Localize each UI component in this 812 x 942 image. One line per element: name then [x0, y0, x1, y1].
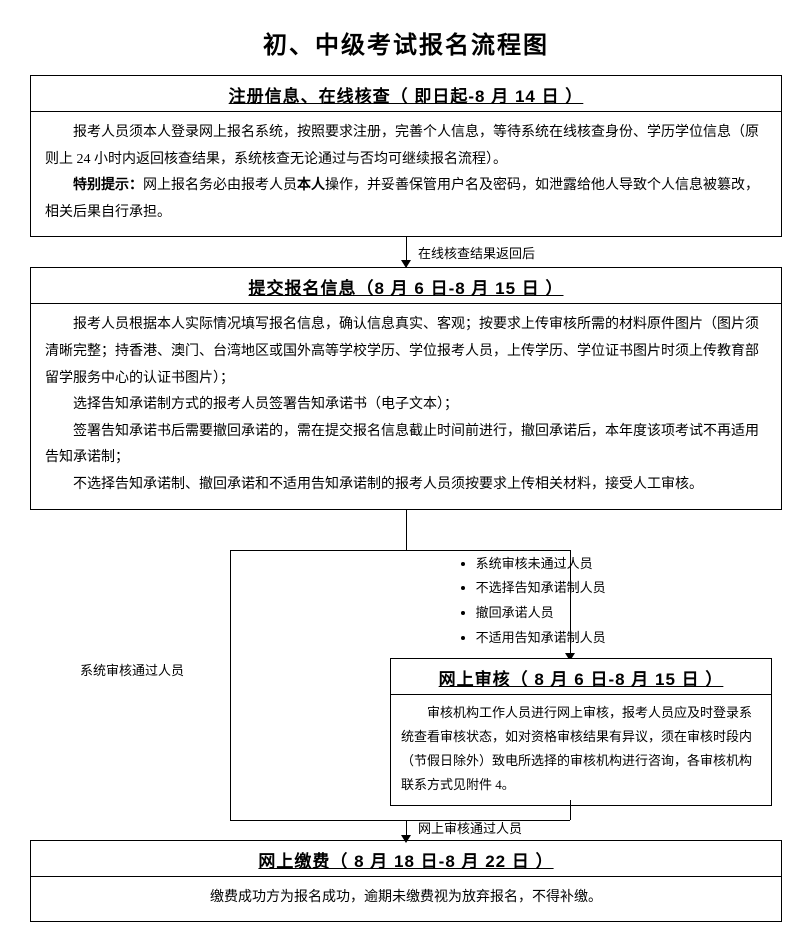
step1-box: 注册信息、在线核查（ 即日起-8 月 14 日 ） 报考人员须本人登录网上报名系…	[30, 75, 782, 237]
step1-p2-rest: 网上报名务必由报考人员	[143, 178, 297, 193]
step1-title: 注册信息、在线核查（ 即日起-8 月 14 日 ）	[31, 76, 781, 112]
connector-1-label: 在线核查结果返回后	[418, 243, 535, 262]
connector-1-arrow	[401, 260, 411, 268]
branch-left-label: 系统审核通过人员	[80, 660, 184, 679]
step2-p2: 选择告知承诺制方式的报考人员签署告知承诺书（电子文本）；	[45, 392, 767, 419]
merge-right-v	[570, 800, 571, 820]
step1-p1: 报考人员须本人登录网上报名系统，按照要求注册，完善个人信息，等待系统在线核查身份…	[45, 120, 767, 173]
step4-p: 缴费成功方为报名成功，逾期未缴费视为放弃报名，不得补缴。	[210, 890, 602, 905]
merge-left-v	[230, 800, 231, 820]
bullet-1: 不选择告知承诺制人员	[476, 576, 606, 601]
step1-p2: 特别提示：网上报名务必由报考人员本人操作，并妥善保管用户名及密码，如泄露给他人导…	[45, 173, 767, 226]
merge-label: 网上审核通过人员	[418, 818, 522, 837]
bullet-0: 系统审核未通过人员	[476, 552, 606, 577]
step1-body: 报考人员须本人登录网上报名系统，按照要求注册，完善个人信息，等待系统在线核查身份…	[31, 112, 781, 236]
connector-1: 在线核查结果返回后	[30, 237, 782, 267]
step4-box: 网上缴费（ 8 月 18 日-8 月 22 日 ） 缴费成功方为报名成功，逾期未…	[30, 840, 782, 923]
page-title: 初、中级考试报名流程图	[30, 25, 782, 60]
step4-title: 网上缴费（ 8 月 18 日-8 月 22 日 ）	[31, 841, 781, 877]
step2-box: 提交报名信息（8 月 6 日-8 月 15 日 ） 报考人员根据本人实际情况填写…	[30, 267, 782, 509]
step3-box: 网上审核（ 8 月 6 日-8 月 15 日 ） 审核机构工作人员进行网上审核，…	[390, 658, 772, 806]
step3-p: 审核机构工作人员进行网上审核，报考人员应及时登录系统查看审核状态，如对资格审核结…	[401, 701, 761, 797]
step1-p2-prefix: 特别提示：	[73, 178, 143, 193]
branch-area: 系统审核通过人员 系统审核未通过人员 不选择告知承诺制人员 撤回承诺人员 不适用…	[30, 510, 782, 800]
branch-top-line	[406, 510, 407, 550]
step2-body: 报考人员根据本人实际情况填写报名信息，确认信息真实、客观；按要求上传审核所需的材…	[31, 304, 781, 508]
merge-arrow	[401, 835, 411, 843]
branch-left-line	[230, 550, 231, 800]
step3-body: 审核机构工作人员进行网上审核，报考人员应及时登录系统查看审核状态，如对资格审核结…	[391, 695, 771, 805]
step4-body: 缴费成功方为报名成功，逾期未缴费视为放弃报名，不得补缴。	[31, 877, 781, 922]
step3-title: 网上审核（ 8 月 6 日-8 月 15 日 ）	[391, 659, 771, 695]
step2-title: 提交报名信息（8 月 6 日-8 月 15 日 ）	[31, 268, 781, 304]
bullet-3: 不适用告知承诺制人员	[476, 626, 606, 651]
branch-right-bullets: 系统审核未通过人员 不选择告知承诺制人员 撤回承诺人员 不适用告知承诺制人员	[450, 552, 606, 651]
bullet-2: 撤回承诺人员	[476, 601, 606, 626]
step2-p4: 不选择告知承诺制、撤回承诺和不适用告知承诺制的报考人员须按要求上传相关材料，接受…	[45, 472, 767, 499]
merge-area: 网上审核通过人员	[30, 800, 782, 840]
step2-p3: 签署告知承诺书后需要撤回承诺的，需在提交报名信息截止时间前进行，撤回承诺后，本年…	[45, 419, 767, 472]
branch-hline	[230, 550, 570, 551]
step1-p2-bold: 本人	[297, 178, 325, 193]
step2-p1: 报考人员根据本人实际情况填写报名信息，确认信息真实、客观；按要求上传审核所需的材…	[45, 312, 767, 392]
